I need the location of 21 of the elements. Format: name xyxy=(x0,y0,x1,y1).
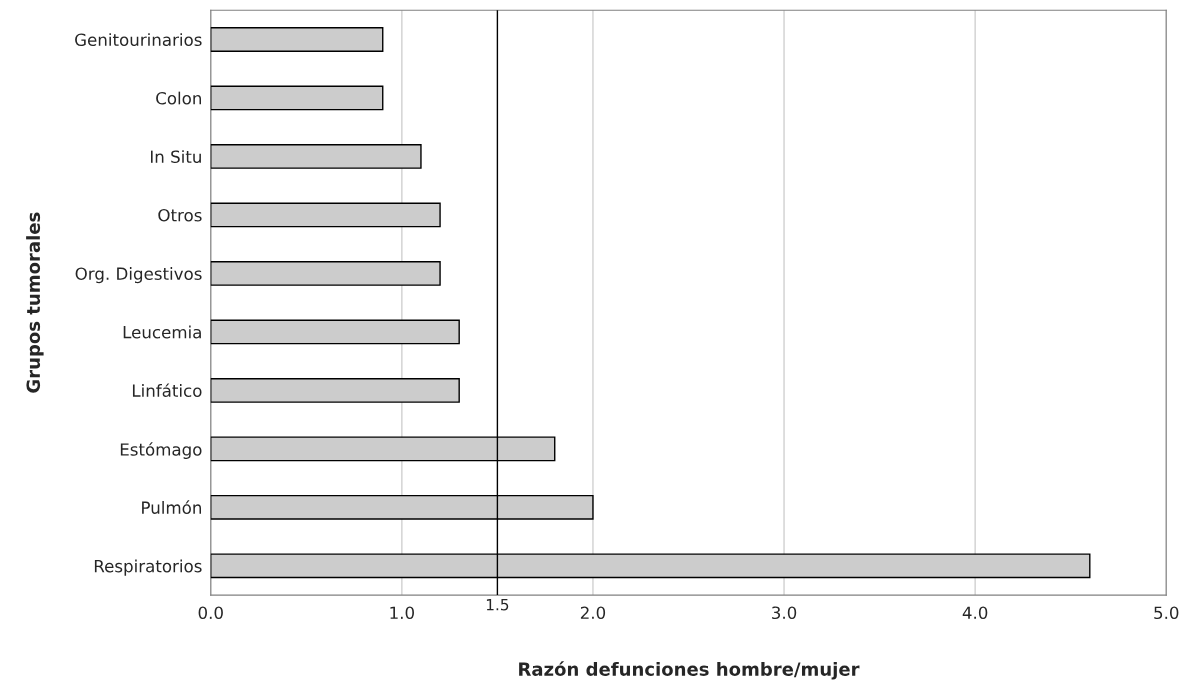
y-tick-label: Otros xyxy=(158,208,202,222)
y-tick-label: Genitourinarios xyxy=(75,33,202,47)
x-tick-label: 3.0 xyxy=(772,606,797,620)
bar xyxy=(210,85,384,111)
x-tick-label: 1.0 xyxy=(390,606,414,620)
y-tick-label: In Situ xyxy=(150,150,201,164)
bar xyxy=(210,27,384,52)
y-tick-label: Pulmón xyxy=(142,500,202,514)
x-tick-label: 4.0 xyxy=(962,606,988,620)
y-tick-label: Linfático xyxy=(132,383,202,397)
y-tick-label: Respiratorios xyxy=(94,559,202,576)
ref-line-label: 1.5 xyxy=(486,599,509,611)
y-tick-label: Colon xyxy=(156,91,201,105)
y-tick-label: Org. Digestivos xyxy=(75,267,202,284)
y-tick-label: Estómago xyxy=(120,442,202,460)
x-tick-label: 5.0 xyxy=(1154,606,1179,620)
x-axis-title: Razón defunciones hombre/mujer xyxy=(519,661,860,680)
y-tick-label: Leucemia xyxy=(123,325,201,339)
x-tick-label: 0.0 xyxy=(198,606,223,620)
x-tick-label: 2.0 xyxy=(580,606,606,620)
y-axis-title: Grupos tumorales xyxy=(26,212,44,393)
